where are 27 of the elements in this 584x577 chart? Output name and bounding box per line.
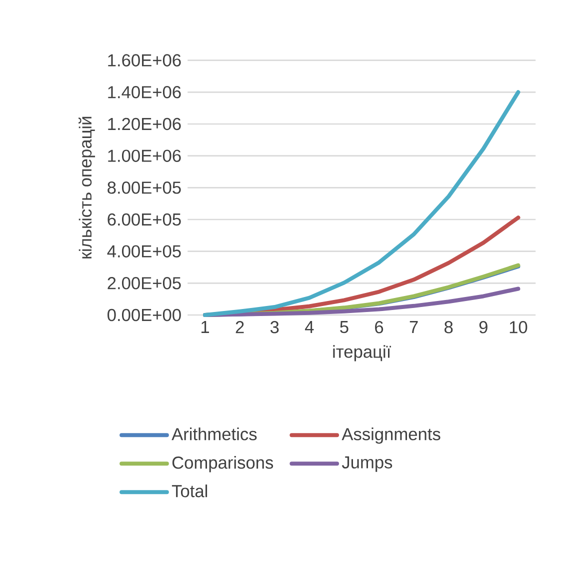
y-tick-label: 1.60E+06: [108, 54, 181, 66]
y-tick-label: 1.00E+06: [108, 150, 181, 162]
x-tick-label: 2: [236, 321, 244, 334]
x-tick-label: 8: [444, 321, 453, 334]
y-tick-label: 1.20E+06: [108, 118, 181, 130]
x-axis-title: ітерації: [333, 345, 392, 362]
y-axis-title: кількість операцій: [78, 116, 96, 258]
x-tick-label: 5: [340, 321, 348, 334]
legend-label: Assignments: [342, 428, 440, 444]
x-tick-label: 9: [479, 321, 488, 334]
x-tick-label: 6: [375, 321, 384, 334]
x-tick-label: 7: [410, 321, 418, 333]
y-tick-label: 0.00E+00: [108, 308, 181, 322]
legend-label: Jumps: [342, 456, 392, 472]
x-tick-label: 10: [510, 321, 528, 334]
legend-label: Total: [172, 484, 208, 498]
y-tick-label: 4.00E+05: [107, 245, 181, 258]
y-tick-label: 1.40E+06: [108, 86, 181, 98]
legend-label: Comparisons: [172, 456, 274, 472]
legend-label: Arithmetics: [172, 428, 257, 440]
line-series: [203, 90, 520, 317]
y-tick-label: 2.00E+05: [108, 277, 181, 290]
x-tick-label: 4: [304, 321, 314, 333]
y-tick-label: 8.00E+05: [108, 182, 181, 194]
x-tick-label: 3: [270, 321, 279, 334]
x-tick-label: 1: [202, 321, 209, 333]
y-tick-label: 6.00E+05: [108, 213, 181, 226]
